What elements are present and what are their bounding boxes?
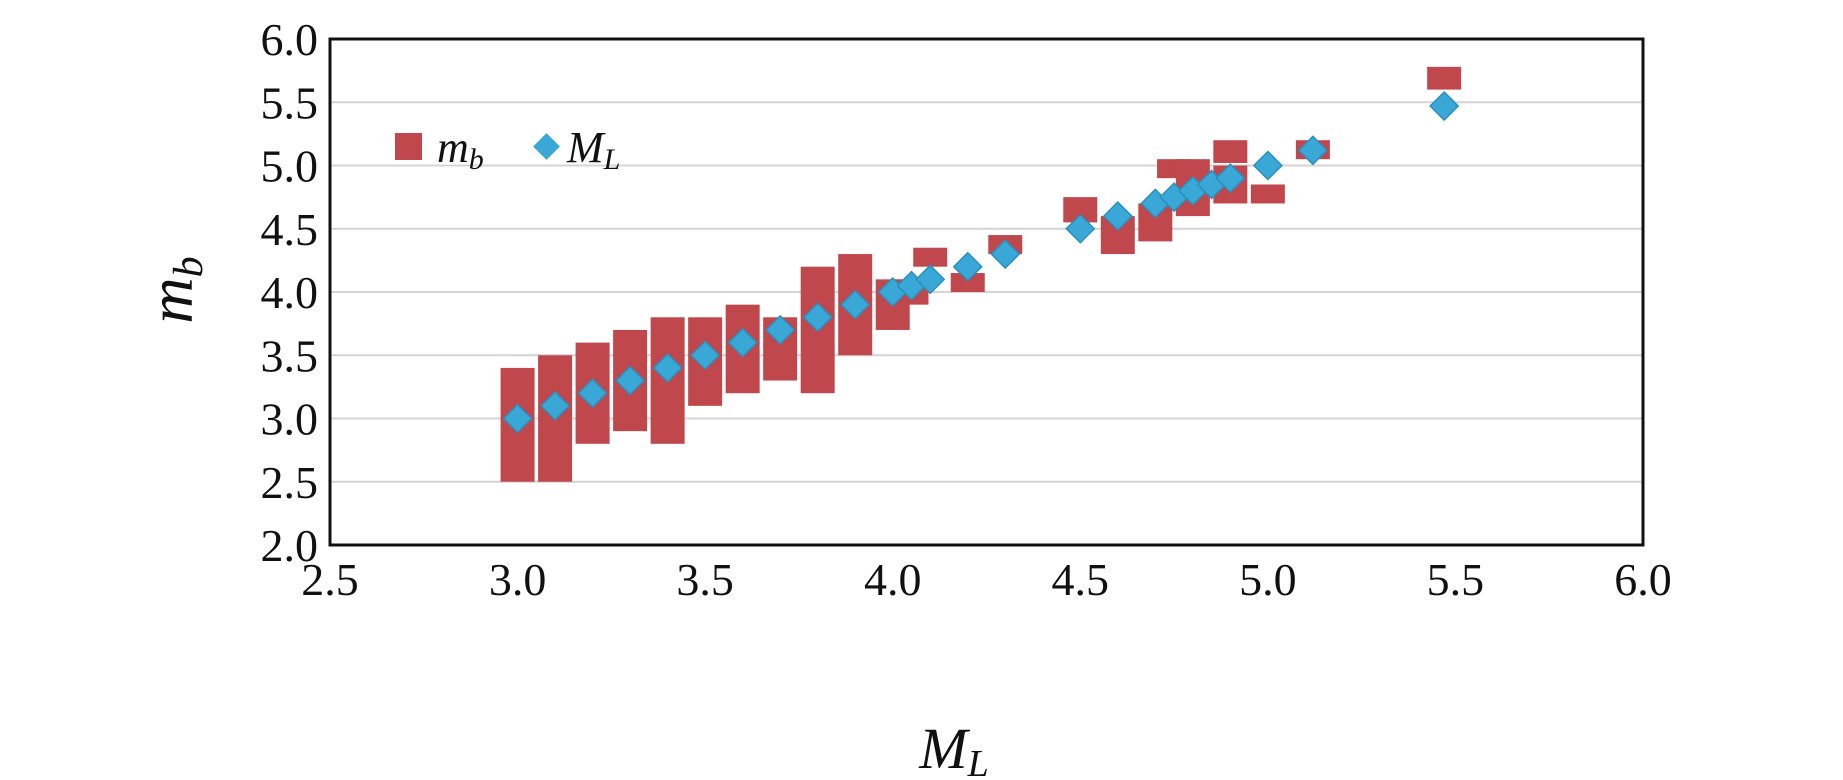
y-tick-label-5.5: 5.5	[261, 77, 319, 128]
x-tick-label-4.5: 4.5	[1052, 554, 1110, 605]
ml-point-21	[1215, 163, 1246, 194]
ml-point-1	[540, 390, 571, 421]
ml-point-15	[1065, 213, 1096, 244]
ml-point-4	[652, 352, 683, 383]
mb-bar-12	[913, 247, 948, 267]
ml-point-23	[1297, 135, 1328, 166]
y-tick-label-6.0: 6.0	[261, 14, 319, 65]
ml-point-2	[577, 378, 608, 409]
mb-bar-21	[1213, 140, 1248, 163]
mb-bar-13	[950, 273, 985, 292]
ml-point-6	[727, 327, 758, 358]
x-tick-label-2.5: 2.5	[301, 554, 359, 605]
x-tick-label-3.5: 3.5	[676, 554, 734, 605]
legend-label-mb: mb	[437, 123, 484, 176]
y-tick-label-4.0: 4.0	[261, 267, 319, 318]
ml-point-0	[502, 403, 533, 434]
ml-point-22	[1252, 150, 1283, 181]
ml-point-24	[1429, 90, 1460, 122]
x-tick-label-5.0: 5.0	[1239, 554, 1297, 605]
ml-point-8	[802, 302, 833, 333]
ml-point-14	[990, 238, 1021, 270]
mb-bar-22	[1250, 184, 1285, 204]
plot-frame	[328, 37, 1645, 547]
ml-point-13	[952, 251, 983, 282]
legend-label-ml: ML	[566, 123, 620, 176]
legend-swatch-mb	[395, 133, 422, 160]
ml-point-5	[690, 340, 721, 371]
ml-point-7	[765, 314, 796, 346]
ml-point-16	[1102, 201, 1133, 232]
y-axis-label: mb	[135, 256, 212, 323]
x-tick-label-3.0: 3.0	[489, 554, 547, 605]
y-tick-label-4.5: 4.5	[261, 204, 319, 255]
ml-point-12	[915, 264, 946, 295]
axis-ticks: 2.02.53.03.54.04.55.05.56.02.5 3.0 3.5 4.0 4…	[261, 14, 1672, 605]
x-tick-label-6.0: 6.0	[1614, 554, 1672, 605]
x-axis-label: ML	[918, 716, 988, 780]
y-tick-label-2.5: 2.5	[261, 457, 319, 508]
legend: mb ML	[395, 123, 620, 176]
y-tick-label-2.0: 2.0	[261, 520, 319, 571]
mb-bar-24	[1427, 66, 1462, 90]
legend-swatch-ml	[533, 133, 560, 160]
y-tick-label-3.0: 3.0	[261, 394, 319, 445]
x-tick-label-4.0: 4.0	[864, 554, 922, 605]
ml-point-3	[615, 365, 646, 396]
y-tick-label-3.5: 3.5	[261, 330, 319, 381]
data-series	[500, 66, 1462, 482]
y-tick-label-5.0: 5.0	[261, 141, 319, 192]
ml-point-9	[840, 289, 871, 320]
x-tick-label-5.5: 5.5	[1427, 554, 1485, 605]
